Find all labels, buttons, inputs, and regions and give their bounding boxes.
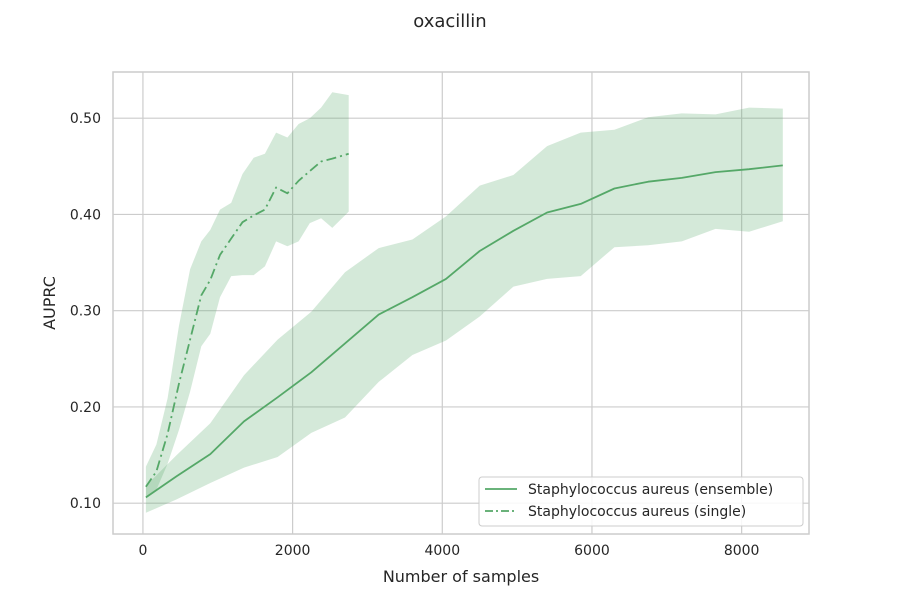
x-tick-label: 4000 bbox=[424, 543, 460, 559]
y-tick-label: 0.50 bbox=[70, 111, 101, 127]
x-axis-label: Number of samples bbox=[383, 567, 539, 586]
y-axis-label: AUPRC bbox=[40, 276, 59, 330]
x-axis-ticks: 0 2000 4000 6000 8000 bbox=[138, 543, 759, 559]
legend-label-single: Staphylococcus aureus (single) bbox=[528, 504, 746, 520]
plot-frame bbox=[112, 71, 810, 535]
legend-label-ensemble: Staphylococcus aureus (ensemble) bbox=[528, 482, 773, 498]
confidence-band-ensemble bbox=[145, 107, 783, 513]
x-tick-label: 8000 bbox=[724, 543, 760, 559]
y-axis-ticks: 0.10 0.20 0.30 0.40 0.50 bbox=[70, 111, 101, 512]
series-line-single bbox=[145, 152, 349, 488]
y-tick-label: 0.30 bbox=[70, 304, 101, 320]
chart-title: oxacillin bbox=[413, 11, 486, 32]
grid bbox=[113, 72, 809, 534]
x-tick-label: 0 bbox=[138, 543, 147, 559]
plot-background bbox=[113, 72, 809, 534]
legend: Staphylococcus aureus (ensemble) Staphyl… bbox=[478, 476, 804, 527]
confidence-band-single bbox=[145, 92, 349, 499]
series-lines bbox=[145, 152, 783, 499]
y-tick-label: 0.40 bbox=[70, 207, 101, 223]
y-tick-label: 0.10 bbox=[70, 496, 101, 512]
legend-box bbox=[478, 476, 804, 527]
x-tick-label: 6000 bbox=[574, 543, 610, 559]
y-tick-label: 0.20 bbox=[70, 400, 101, 416]
x-tick-label: 2000 bbox=[275, 543, 311, 559]
confidence-bands bbox=[145, 92, 783, 513]
plot-area bbox=[112, 71, 810, 535]
series-line-ensemble bbox=[145, 164, 783, 499]
